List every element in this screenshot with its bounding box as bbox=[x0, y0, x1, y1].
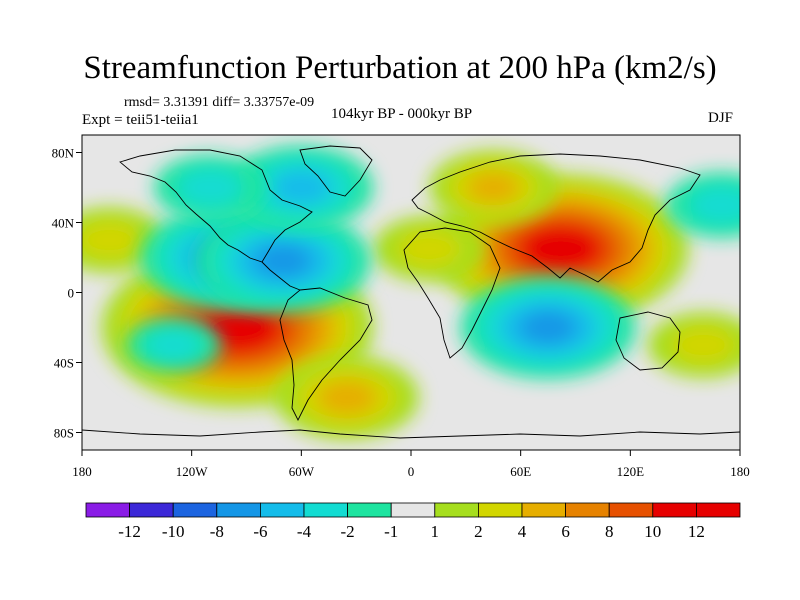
anomaly-13 bbox=[125, 316, 222, 374]
colorbar-label-7: 1 bbox=[431, 522, 440, 541]
colorbar-label-3: -6 bbox=[253, 522, 267, 541]
colorbar-box-4 bbox=[259, 502, 305, 518]
y-tick-label-0: 80N bbox=[52, 146, 75, 161]
anomaly-11 bbox=[154, 154, 266, 221]
colorbar-box-8 bbox=[434, 502, 479, 518]
anomaly-6 bbox=[647, 312, 740, 378]
anomaly-12-level-2 bbox=[689, 185, 740, 225]
anomaly-6-level-2 bbox=[670, 325, 737, 365]
colorbar-box-5 bbox=[303, 502, 348, 518]
colorbar-label-6: -1 bbox=[384, 522, 398, 541]
stats-label: rmsd= 3.31391 diff= 3.33757e-09 bbox=[124, 95, 315, 110]
colorbar-label-1: -10 bbox=[162, 522, 185, 541]
colorbar-box-9 bbox=[477, 502, 523, 518]
axis-ticks: 180 120W 60W 0 60E 120E 180 80N 40N 0 40S 80S bbox=[52, 146, 750, 480]
colorbar-label-2: -8 bbox=[210, 522, 224, 541]
anomaly-12 bbox=[665, 172, 740, 238]
colorbar-box-12 bbox=[608, 502, 654, 518]
coast-antarctica bbox=[82, 429, 740, 439]
coast-africa bbox=[403, 227, 501, 359]
colorbar-label-12: 10 bbox=[644, 522, 661, 541]
colorbar-box-3 bbox=[216, 502, 261, 518]
coast-australia bbox=[615, 311, 681, 371]
colorbar-box-13 bbox=[652, 502, 697, 518]
colorbar-box-11 bbox=[565, 502, 610, 518]
x-tick-label-5: 120E bbox=[617, 464, 645, 479]
y-tick-label-2: 0 bbox=[68, 286, 75, 301]
anomaly-5-level-2 bbox=[82, 220, 142, 260]
colorbar-label-13: 12 bbox=[688, 522, 705, 541]
colorbar-box-2 bbox=[172, 502, 218, 518]
x-tick-label-6: 180 bbox=[730, 464, 750, 479]
anomaly-4-level-4 bbox=[466, 172, 520, 203]
coastlines bbox=[82, 145, 740, 439]
coast-central-america bbox=[261, 261, 301, 291]
colorbar: -12 -10 -8 -6 -4 -2 -1 1 2 4 6 8 10 12 bbox=[85, 502, 741, 541]
colorbar-box-1 bbox=[129, 502, 174, 518]
anomaly-3 bbox=[373, 216, 486, 282]
coast-greenland bbox=[299, 145, 373, 197]
anomaly-2 bbox=[275, 355, 419, 440]
anomaly-4 bbox=[429, 150, 558, 225]
season-label: DJF bbox=[708, 110, 734, 126]
anomaly-10-level-4 bbox=[271, 170, 331, 205]
anomaly-8-level-6 bbox=[255, 244, 311, 278]
x-tick-label-0: 180 bbox=[72, 464, 92, 479]
coast-south-america bbox=[279, 287, 373, 422]
colorbar-label-9: 4 bbox=[518, 522, 527, 541]
anomaly-1-level-12 bbox=[536, 234, 586, 263]
anomaly-2-level-4 bbox=[317, 380, 377, 415]
y-tick-label-3: 40S bbox=[54, 356, 74, 371]
anomaly-0-level-12 bbox=[211, 312, 264, 343]
anomaly-9-level-6 bbox=[520, 311, 576, 344]
colorbar-label-8: 2 bbox=[474, 522, 483, 541]
x-tick-label-2: 60W bbox=[289, 464, 315, 479]
anomaly-9 bbox=[460, 276, 636, 379]
y-tick-label-1: 40N bbox=[52, 216, 75, 231]
anomaly-11-level-2 bbox=[177, 168, 243, 207]
coast-europe-asia bbox=[411, 153, 701, 283]
x-tick-label-3: 0 bbox=[408, 464, 415, 479]
colorbar-label-5: -2 bbox=[341, 522, 355, 541]
x-tick-label-4: 60E bbox=[510, 464, 531, 479]
colorbar-label-10: 6 bbox=[561, 522, 570, 541]
colorbar-box-0 bbox=[85, 502, 130, 518]
colorbar-box-7 bbox=[390, 502, 436, 518]
anomaly-10 bbox=[229, 145, 374, 230]
experiment-label: Expt = teii51-teiia1 bbox=[82, 112, 199, 128]
colorbar-box-14 bbox=[696, 502, 741, 518]
colorbar-label-0: -12 bbox=[118, 522, 141, 541]
colorbar-box-6 bbox=[347, 502, 392, 518]
anomaly-13-level-2 bbox=[145, 328, 202, 362]
y-tick-label-4: 80S bbox=[54, 426, 74, 441]
coast-north-america bbox=[119, 149, 313, 263]
colorbar-box-10 bbox=[521, 502, 566, 518]
anomaly-8 bbox=[195, 209, 371, 313]
colorbar-label-11: 8 bbox=[605, 522, 614, 541]
colorbar-label-4: -4 bbox=[297, 522, 312, 541]
chart-subtitle: 104kyr BP - 000kyr BP bbox=[331, 106, 473, 122]
anomaly-layer bbox=[82, 145, 740, 440]
chart-title: Streamfunction Perturbation at 200 hPa (… bbox=[83, 50, 717, 86]
x-tick-label-1: 120W bbox=[176, 464, 209, 479]
